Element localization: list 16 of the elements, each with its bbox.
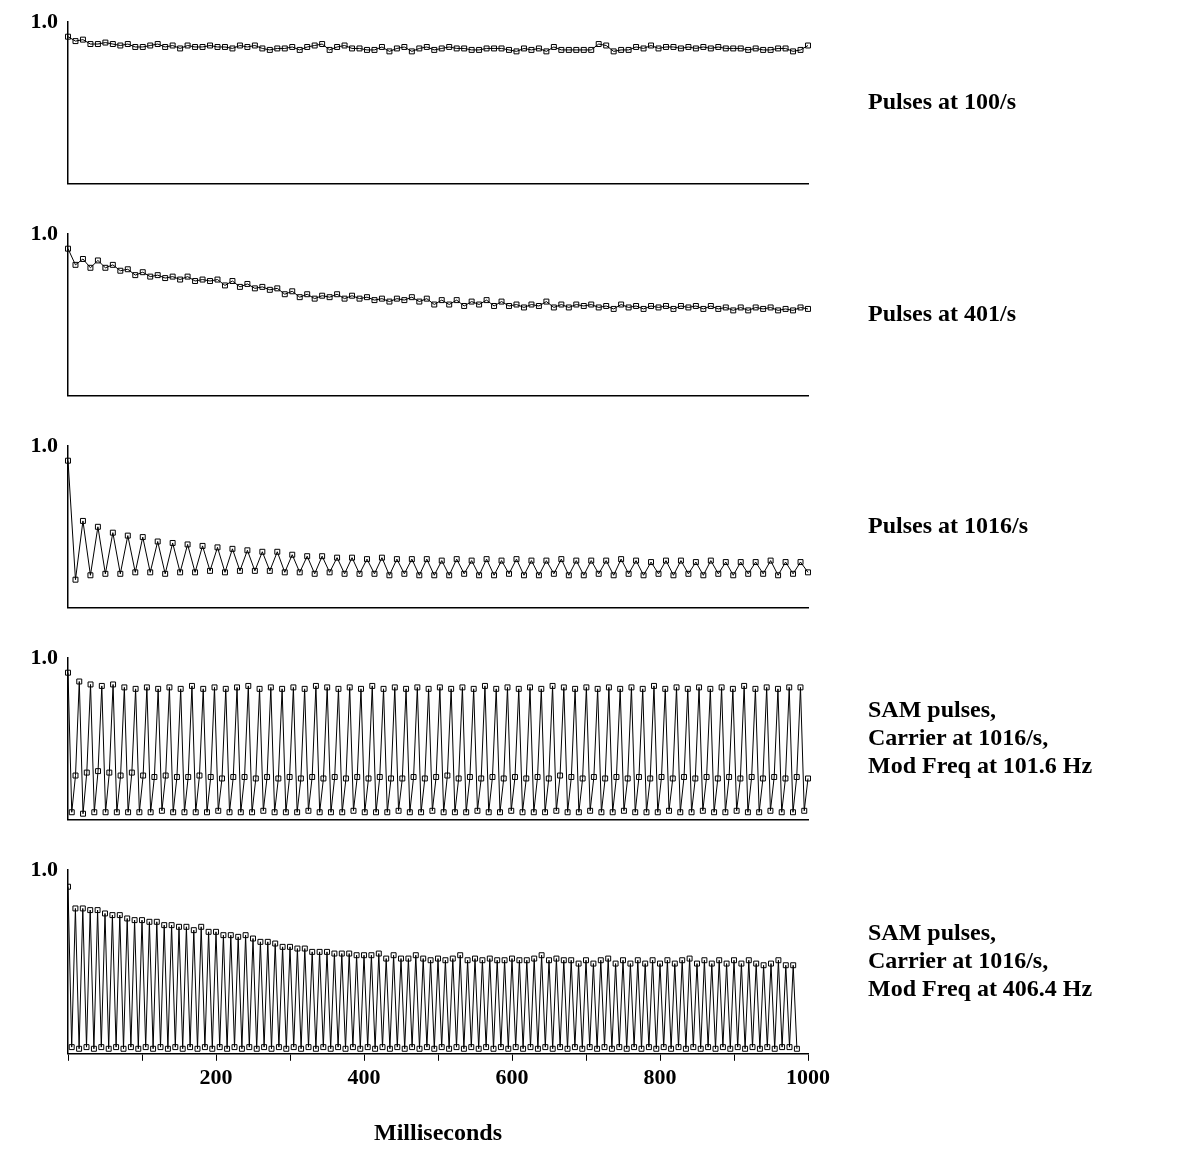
x-tick-label: 800 (643, 1063, 677, 1089)
x-axis-title: Milliseconds (373, 1118, 503, 1145)
text: 1.0 (30, 855, 58, 881)
x-tick-label: 200 (199, 1063, 233, 1089)
text: Pulses at 401/s (868, 300, 1017, 326)
text: Pulses at 100/s (868, 88, 1017, 114)
x-tick-label: 1000 (786, 1063, 830, 1089)
text: 1.0 (30, 219, 58, 245)
text: SAM pulses, Carrier at 1016/s, Mod Freq at 406.4 Hz (868, 919, 1093, 1002)
text: Pulses at 1016/s (868, 512, 1029, 538)
text: 1.0 (30, 431, 58, 457)
text: SAM pulses, Carrier at 1016/s, Mod Freq at 101.6 Hz (868, 696, 1093, 778)
x-tick-label: 400 (347, 1063, 381, 1089)
x-tick-label: 600 (495, 1063, 529, 1089)
text: 1.0 (30, 7, 58, 33)
text: 1.0 (30, 643, 58, 669)
